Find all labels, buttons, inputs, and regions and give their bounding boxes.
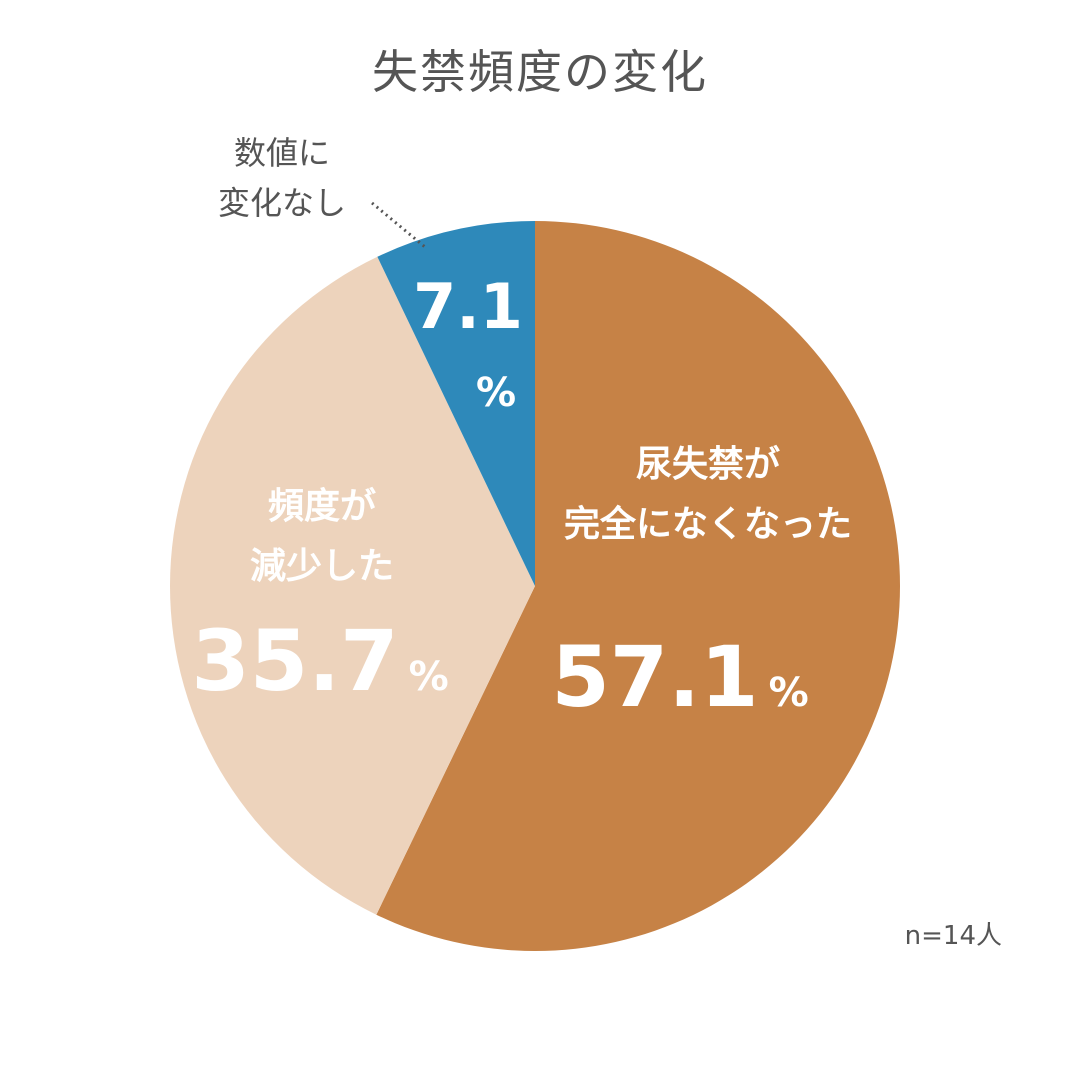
- slice-value-label: 57.1%: [551, 628, 808, 726]
- slice-value-number: 7.1: [413, 270, 523, 343]
- callout-leader-line: [371, 201, 426, 249]
- chart-title: 失禁頻度の変化: [372, 45, 708, 99]
- value-number: 57.1: [551, 628, 758, 726]
- slice-label-line-2: 減少した: [250, 546, 394, 587]
- percent-sign: %: [409, 654, 449, 700]
- slice-label-line-2: 完全になくなった: [564, 503, 852, 545]
- sample-size-note: n=14人: [905, 921, 1002, 951]
- pie-slices: [170, 221, 900, 951]
- value-number: 35.7: [191, 612, 398, 710]
- slice-label-line-1: 頻度が: [268, 486, 376, 527]
- callout-label-line-1: 数値に: [234, 134, 330, 172]
- pie-slice-2: [377, 221, 535, 586]
- pie-slice-0: [376, 221, 900, 951]
- callout-label-line-2: 変化なし: [218, 184, 346, 222]
- slice-value-label: 35.7%: [191, 612, 448, 710]
- slice-percent-sign: %: [476, 370, 516, 416]
- pie-slice-1: [170, 256, 535, 915]
- percent-sign: %: [769, 670, 809, 716]
- slice-label-line-1: 尿失禁が: [636, 444, 780, 485]
